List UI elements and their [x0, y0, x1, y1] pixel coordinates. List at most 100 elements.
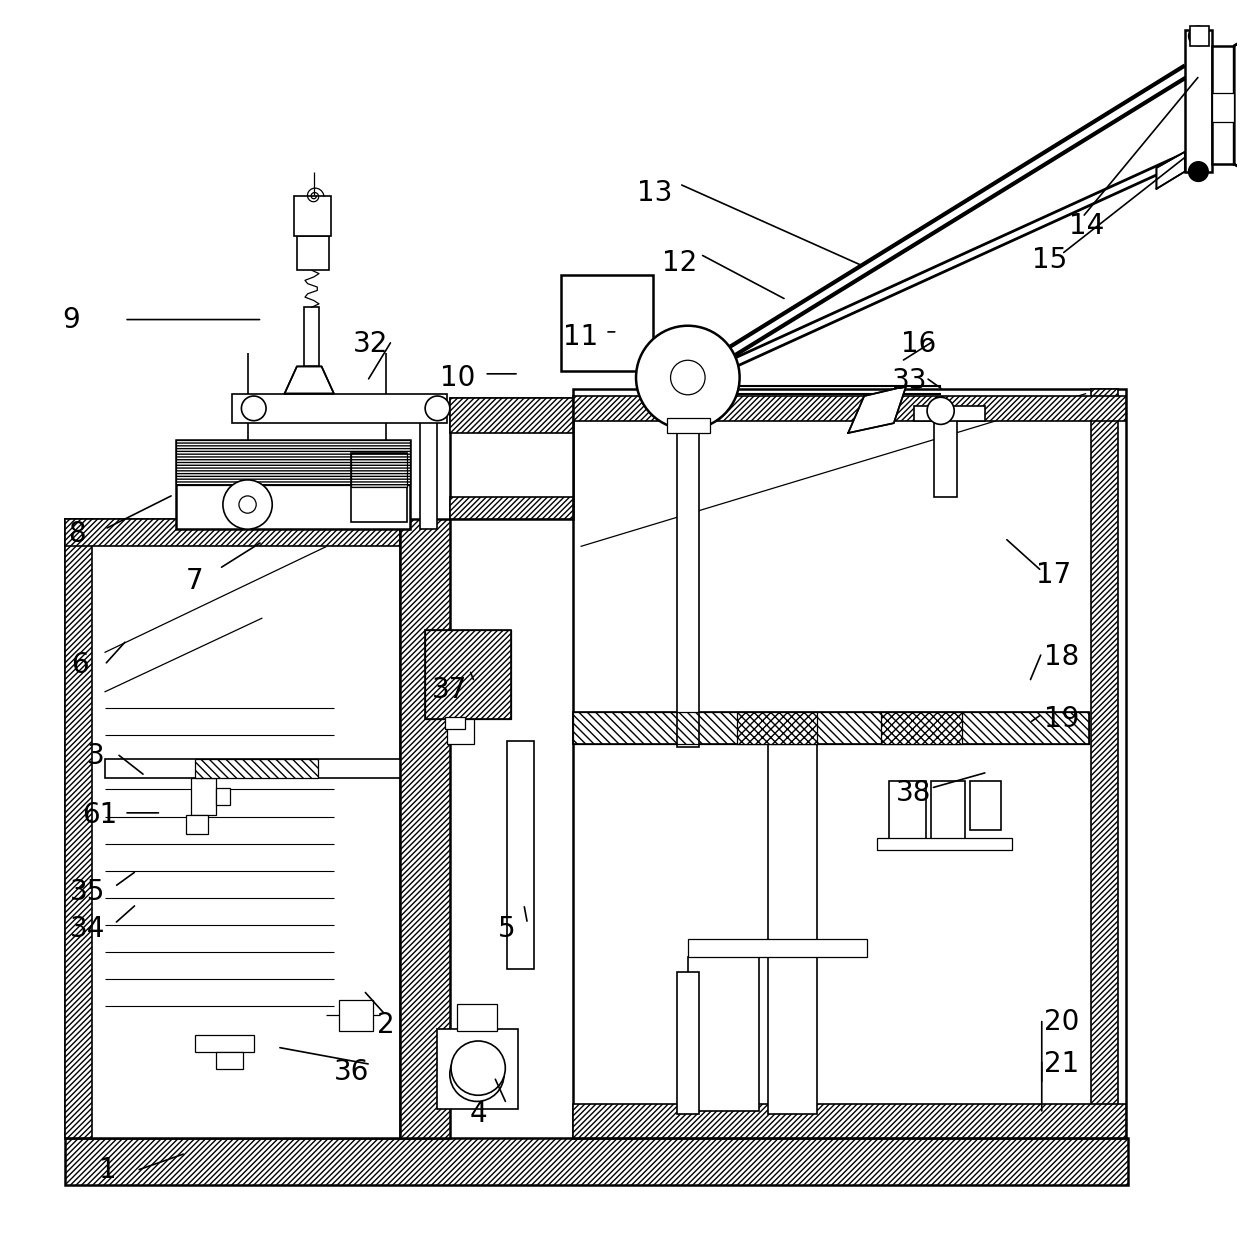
Bar [450, 398, 573, 519]
Bar [688, 938, 867, 957]
Bar [573, 388, 1126, 1138]
Bar [1184, 30, 1211, 172]
Text: 35: 35 [69, 878, 105, 906]
Text: 38: 38 [895, 779, 931, 807]
Bar [882, 712, 961, 744]
Bar [186, 816, 208, 834]
Bar [176, 440, 410, 529]
Text: 4: 4 [470, 1100, 487, 1127]
Bar [573, 396, 1126, 420]
Text: 10: 10 [439, 363, 475, 392]
Text: 20: 20 [1044, 1009, 1079, 1037]
Bar [296, 236, 329, 271]
Bar [195, 759, 317, 779]
Text: 14: 14 [1069, 211, 1104, 240]
Text: 11: 11 [563, 323, 598, 351]
Bar [64, 1138, 1128, 1185]
Circle shape [223, 480, 273, 529]
Bar [889, 781, 926, 840]
Bar [877, 838, 1012, 850]
Bar [64, 519, 92, 1138]
Text: 15: 15 [1032, 246, 1066, 274]
Text: 21: 21 [1044, 1051, 1079, 1079]
Bar [425, 630, 511, 719]
Bar [768, 744, 817, 1114]
Bar [914, 405, 985, 420]
Bar [677, 971, 699, 1114]
Bar [448, 719, 475, 744]
Bar [1211, 46, 1234, 164]
Circle shape [671, 360, 706, 394]
Polygon shape [848, 386, 906, 433]
Text: 2: 2 [377, 1011, 394, 1039]
Bar [191, 779, 216, 816]
Bar [560, 276, 653, 371]
Circle shape [1188, 162, 1208, 182]
Text: 9: 9 [62, 305, 81, 334]
Polygon shape [284, 366, 334, 393]
Text: 37: 37 [432, 676, 467, 703]
Bar [1189, 26, 1209, 46]
Bar [216, 1052, 243, 1069]
Circle shape [928, 397, 955, 424]
Bar [401, 519, 450, 1138]
Bar [1091, 388, 1118, 1138]
Circle shape [239, 496, 257, 513]
Bar [64, 519, 401, 546]
Bar [737, 712, 817, 744]
Text: 1: 1 [99, 1157, 117, 1184]
Polygon shape [1234, 16, 1240, 193]
Bar [458, 1004, 497, 1031]
Text: 33: 33 [892, 367, 928, 396]
Bar [935, 413, 957, 497]
Text: 5: 5 [497, 915, 516, 943]
Bar [507, 742, 533, 969]
Bar [294, 197, 331, 236]
Bar [1211, 93, 1234, 122]
Circle shape [451, 1041, 506, 1095]
Bar [667, 418, 711, 433]
Text: 17: 17 [1037, 561, 1071, 588]
Text: 18: 18 [1044, 644, 1079, 671]
Circle shape [425, 396, 450, 420]
Text: 61: 61 [82, 801, 118, 829]
Circle shape [636, 326, 739, 429]
Text: 7: 7 [186, 567, 203, 595]
Text: 19: 19 [1044, 705, 1079, 733]
Circle shape [242, 396, 267, 420]
Bar [438, 1028, 517, 1109]
Text: 3: 3 [87, 742, 104, 770]
Bar [351, 452, 407, 487]
Bar [64, 519, 401, 1138]
Bar [970, 781, 1001, 831]
Bar [104, 759, 401, 779]
Text: 13: 13 [637, 178, 672, 206]
Text: 6: 6 [71, 651, 89, 679]
Bar [176, 440, 410, 485]
Bar [441, 1031, 512, 1105]
Bar [304, 308, 319, 366]
Bar [195, 1035, 254, 1052]
Bar [573, 712, 1089, 744]
Bar [688, 957, 759, 1111]
Bar [677, 433, 699, 748]
Bar [216, 789, 231, 806]
Text: 12: 12 [662, 248, 697, 277]
Bar [573, 712, 1089, 744]
Text: 8: 8 [68, 520, 87, 548]
Bar [931, 781, 965, 840]
Bar [425, 630, 511, 719]
Text: 16: 16 [900, 330, 936, 358]
Polygon shape [1157, 152, 1184, 189]
Bar [420, 412, 438, 529]
Bar [450, 398, 573, 433]
Bar [445, 717, 465, 729]
Circle shape [1188, 26, 1208, 46]
Bar [450, 497, 573, 519]
Text: 32: 32 [353, 330, 388, 358]
Bar [339, 1000, 373, 1031]
Text: 36: 36 [334, 1058, 368, 1085]
Bar [573, 1104, 1126, 1138]
Circle shape [450, 1047, 505, 1101]
Bar [351, 452, 407, 522]
